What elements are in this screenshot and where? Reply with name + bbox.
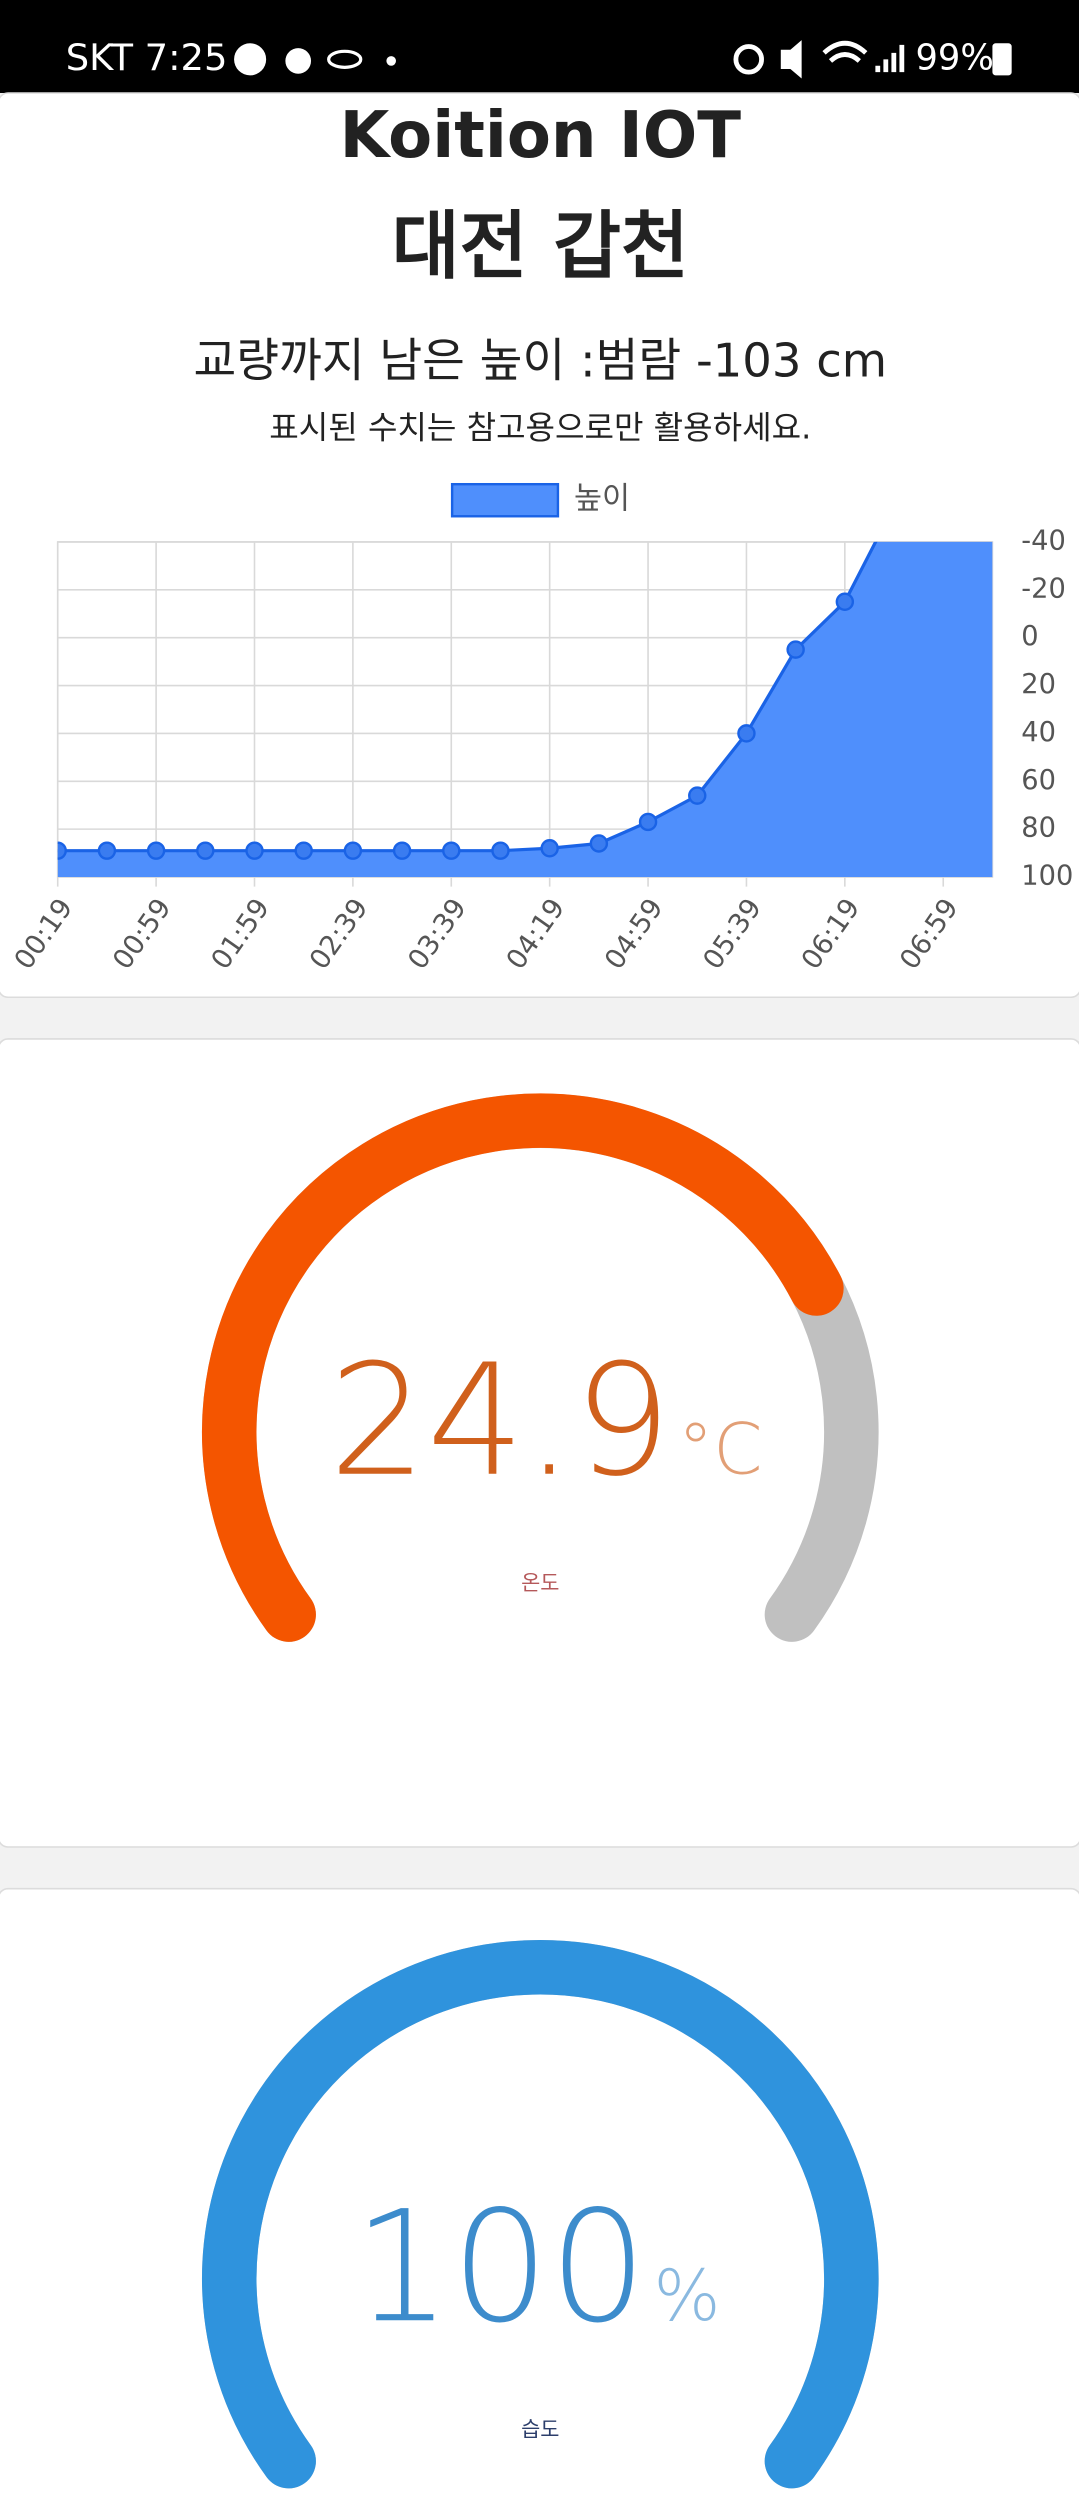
y-tick-label: 60 (1021, 765, 1056, 796)
gauge-label: 습도 (521, 2418, 559, 2442)
series-group (57, 541, 993, 878)
data-point (688, 786, 707, 805)
data-point (638, 812, 658, 832)
y-tick-label: 0 (1021, 621, 1038, 652)
battery-text: 99% (915, 37, 993, 78)
data-point (57, 841, 67, 860)
mute-icon (780, 40, 802, 79)
gauge-label: 온도 (521, 1571, 559, 1595)
legend-label: 높이 (574, 482, 630, 517)
carrier-time: SKT 7:25 (66, 36, 228, 79)
gauge-unit: °C (678, 1409, 763, 1491)
notice-text: 표시된 수치는 참고용으로만 활용하세요. (269, 409, 811, 447)
status-bar (0, 0, 1079, 93)
y-tick-label: -20 (1021, 573, 1066, 604)
data-point (392, 841, 412, 860)
data-point (343, 841, 363, 860)
humidity-card (0, 1887, 1079, 2513)
data-point (196, 841, 215, 860)
y-tick-label: 20 (1021, 669, 1056, 700)
y-tick-label: 100 (1021, 861, 1073, 892)
location-title: 대전 갑천 (392, 205, 689, 290)
dot-icon (386, 56, 397, 66)
data-point (737, 724, 756, 743)
data-point (835, 592, 855, 611)
data-point (245, 841, 264, 860)
app-icon (285, 48, 312, 74)
y-tick-label: 40 (1021, 717, 1056, 748)
gauge-value-text: 100 (353, 2178, 647, 2357)
gauge-value (202, 1093, 844, 1642)
app-icon (327, 49, 363, 69)
legend-swatch (450, 482, 560, 518)
data-point (146, 841, 166, 860)
data-point (786, 640, 805, 659)
talk-icon (234, 43, 267, 76)
y-tick-label: 80 (1021, 813, 1056, 844)
gauge-value-text: 24.9 (329, 1332, 672, 1511)
gauges: 24.9 °C 온도 100 % 습도 (202, 1093, 879, 2489)
wifi-icon (822, 40, 868, 63)
signal-icon (875, 44, 905, 73)
gauge-unit: % (654, 2255, 721, 2337)
y-tick-label: -40 (1021, 525, 1066, 556)
data-point (294, 841, 313, 860)
data-point (491, 841, 510, 860)
area (57, 541, 993, 878)
data-point (589, 834, 609, 853)
data-point (540, 839, 559, 858)
battery-icon (992, 43, 1012, 76)
page-title: Koition IOT (340, 98, 742, 173)
data-point (97, 841, 117, 860)
status-text: 교량까지 남은 높이 :범람 -103 cm (194, 333, 888, 387)
data-point (442, 841, 461, 860)
gauge-value (202, 1939, 879, 2489)
alarm-icon (733, 44, 764, 75)
